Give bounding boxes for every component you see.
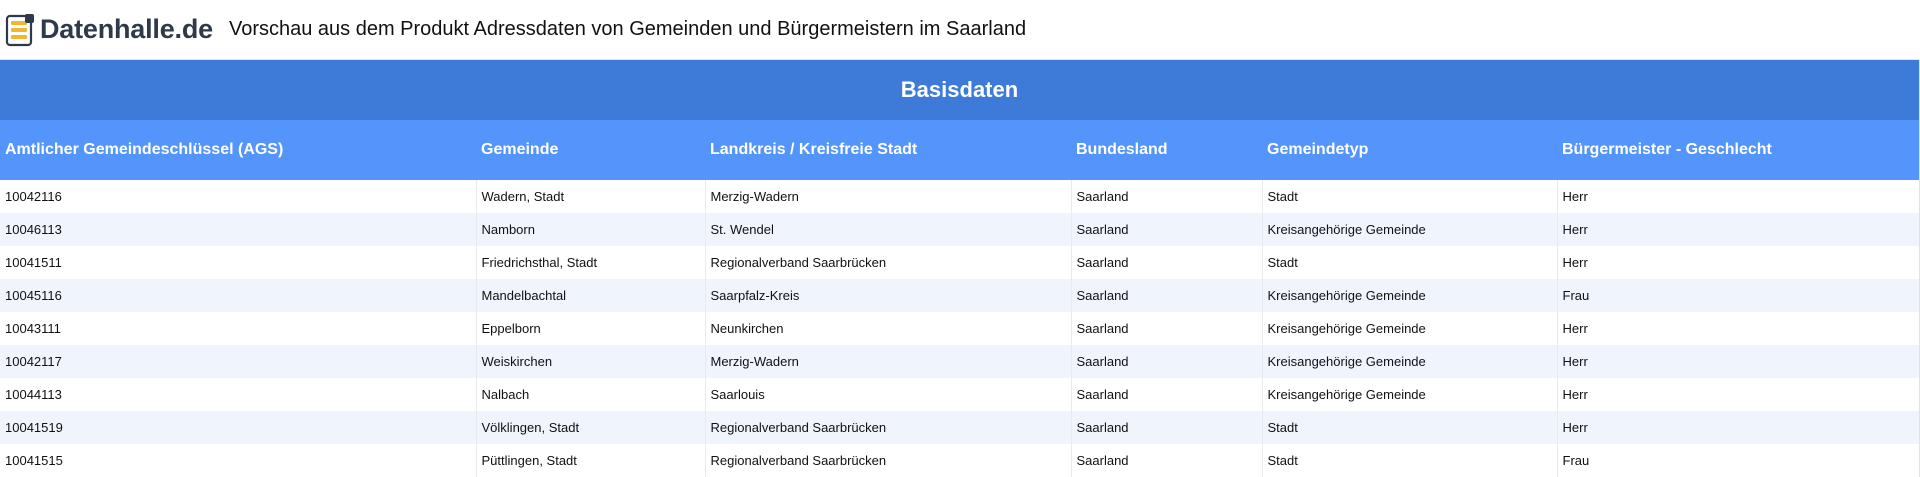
cell-geschlecht: Frau xyxy=(1562,453,1590,468)
cell-landkreis: Merzig-Wadern xyxy=(705,180,1072,213)
table-row: 10046113 Namborn St. Wendel Saarland Kreisan… xyxy=(0,213,1919,246)
cell-geschlecht: Herr xyxy=(1562,222,1588,237)
table-header-row: Amtlicher Gemeindeschlüssel (AGS) Gemeind… xyxy=(0,120,1919,180)
cell-gemeinde: Friedrichsthal, Stadt xyxy=(476,246,706,279)
cell-bundesland: Saarland xyxy=(1071,345,1263,378)
data-table-container: Basisdaten Amtlicher Gemeindeschlüssel (… xyxy=(0,60,1919,477)
cell-gemeindetyp: Kreisangehörige Gemeinde xyxy=(1262,213,1558,246)
cell-gemeindetyp: Kreisangehörige Gemeinde xyxy=(1262,345,1558,378)
cell-bundesland: Saarland xyxy=(1071,411,1263,444)
cell-landkreis: Saarlouis xyxy=(705,378,1072,411)
table-row: 10042116 Wadern, Stadt Merzig-Wadern Saarla… xyxy=(0,180,1919,213)
table-row: 10045116 Mandelbachtal Saarpfalz-Kreis Saar… xyxy=(0,279,1919,312)
cell-gemeinde: Eppelborn xyxy=(476,312,706,345)
table-row: 10041511 Friedrichsthal, Stadt Regionalver… xyxy=(0,246,1919,279)
top-bar: Datenhalle.de Vorschau aus dem Produkt A… xyxy=(0,0,1920,60)
cell-ags: 10042117 xyxy=(0,345,477,378)
cell-gemeinde: Nalbach xyxy=(476,378,706,411)
cell-bundesland: Saarland xyxy=(1071,246,1263,279)
cell-landkreis: Regionalverband Saarbrücken xyxy=(705,246,1072,279)
cell-gemeindetyp: Stadt xyxy=(1262,246,1558,279)
cell-ags: 10045116 xyxy=(0,279,477,312)
table-body: 10042116 Wadern, Stadt Merzig-Wadern Saarla… xyxy=(0,180,1919,477)
cell-gemeinde: Namborn xyxy=(476,213,706,246)
column-header-geschlecht: Bürgermeister - Geschlecht xyxy=(1562,141,1772,158)
table-row: 10041515 Püttlingen, Stadt Regionalverband… xyxy=(0,444,1919,477)
cell-gemeindetyp: Stadt xyxy=(1262,411,1558,444)
cell-landkreis: Saarpfalz-Kreis xyxy=(705,279,1072,312)
column-header-gemeinde: Gemeinde xyxy=(481,141,559,158)
cell-ags: 10041511 xyxy=(0,246,477,279)
cell-bundesland: Saarland xyxy=(1071,279,1263,312)
cell-landkreis: Regionalverband Saarbrücken xyxy=(705,444,1072,477)
cell-landkreis: Merzig-Wadern xyxy=(705,345,1072,378)
cell-gemeinde: Weiskirchen xyxy=(476,345,706,378)
column-header-ags: Amtlicher Gemeindeschlüssel (AGS) xyxy=(5,141,284,158)
cell-bundesland: Saarland xyxy=(1071,213,1263,246)
cell-gemeinde: Wadern, Stadt xyxy=(476,180,706,213)
cell-bundesland: Saarland xyxy=(1071,312,1263,345)
cell-bundesland: Saarland xyxy=(1071,180,1263,213)
cell-geschlecht: Herr xyxy=(1562,255,1588,270)
cell-gemeindetyp: Stadt xyxy=(1262,444,1558,477)
cell-geschlecht: Herr xyxy=(1562,189,1588,204)
cell-ags: 10044113 xyxy=(0,378,477,411)
cell-gemeindetyp: Kreisangehörige Gemeinde xyxy=(1262,312,1558,345)
column-header-gemeindetyp: Gemeindetyp xyxy=(1267,141,1369,158)
cell-geschlecht: Herr xyxy=(1562,387,1588,402)
cell-gemeindetyp: Kreisangehörige Gemeinde xyxy=(1262,279,1558,312)
cell-geschlecht: Frau xyxy=(1562,288,1590,303)
cell-gemeinde: Mandelbachtal xyxy=(476,279,706,312)
database-stack-icon xyxy=(5,13,34,46)
cell-gemeindetyp: Kreisangehörige Gemeinde xyxy=(1262,378,1558,411)
brand-logo-link[interactable]: Datenhalle.de xyxy=(0,13,213,47)
cell-geschlecht: Herr xyxy=(1562,321,1588,336)
cell-gemeinde: Püttlingen, Stadt xyxy=(476,444,706,477)
table-row: 10044113 Nalbach Saarlouis Saarland Kreisang… xyxy=(0,378,1919,411)
page-title: Vorschau aus dem Produkt Adressdaten von… xyxy=(228,18,1027,40)
column-header-bundesland: Bundesland xyxy=(1076,141,1168,158)
cell-ags: 10042116 xyxy=(0,180,477,213)
cell-gemeindetyp: Stadt xyxy=(1262,180,1558,213)
cell-ags: 10041519 xyxy=(0,411,477,444)
table-row: 10043111 Eppelborn Neunkirchen Saarland Krei… xyxy=(0,312,1919,345)
cell-ags: 10046113 xyxy=(0,213,477,246)
cell-gemeinde: Völklingen, Stadt xyxy=(476,411,706,444)
cell-landkreis: Regionalverband Saarbrücken xyxy=(705,411,1072,444)
cell-bundesland: Saarland xyxy=(1071,378,1263,411)
section-title: Basisdaten xyxy=(900,77,1019,102)
section-header: Basisdaten xyxy=(0,60,1919,120)
column-header-landkreis: Landkreis / Kreisfreie Stadt xyxy=(710,141,918,158)
cell-geschlecht: Herr xyxy=(1562,420,1588,435)
table-row: 10042117 Weiskirchen Merzig-Wadern Saarland… xyxy=(0,345,1919,378)
cell-landkreis: Neunkirchen xyxy=(705,312,1072,345)
data-table: Amtlicher Gemeindeschlüssel (AGS) Gemeind… xyxy=(0,120,1919,477)
brand-name: Datenhalle.de xyxy=(40,14,213,44)
cell-geschlecht: Herr xyxy=(1562,354,1588,369)
table-row: 10041519 Völklingen, Stadt Regionalverband… xyxy=(0,411,1919,444)
cell-landkreis: St. Wendel xyxy=(705,213,1072,246)
cell-ags: 10041515 xyxy=(0,444,477,477)
cell-bundesland: Saarland xyxy=(1071,444,1263,477)
cell-ags: 10043111 xyxy=(0,312,477,345)
